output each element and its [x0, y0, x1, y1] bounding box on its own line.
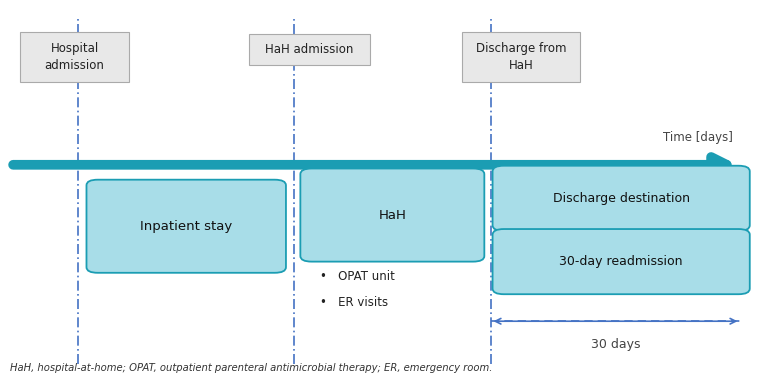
FancyBboxPatch shape	[86, 180, 286, 273]
FancyBboxPatch shape	[248, 34, 370, 65]
Text: HaH admission: HaH admission	[265, 43, 354, 56]
Text: Discharge destination: Discharge destination	[552, 192, 690, 205]
Text: •   OPAT unit: • OPAT unit	[321, 270, 395, 283]
FancyBboxPatch shape	[463, 32, 580, 82]
FancyBboxPatch shape	[492, 166, 750, 231]
Text: •   ER visits: • ER visits	[321, 296, 389, 309]
Text: 30 days: 30 days	[591, 338, 640, 351]
Text: Hospital
admission: Hospital admission	[45, 42, 104, 72]
Text: Time [days]: Time [days]	[663, 131, 733, 144]
FancyBboxPatch shape	[492, 229, 750, 294]
FancyBboxPatch shape	[300, 169, 485, 262]
Text: Discharge from
HaH: Discharge from HaH	[475, 42, 566, 72]
Text: HaH: HaH	[379, 209, 406, 222]
Text: 30-day readmission: 30-day readmission	[559, 255, 683, 268]
FancyBboxPatch shape	[20, 32, 130, 82]
Text: Inpatient stay: Inpatient stay	[140, 220, 232, 233]
Text: HaH, hospital-at-home; OPAT, outpatient parenteral antimicrobial therapy; ER, em: HaH, hospital-at-home; OPAT, outpatient …	[11, 363, 493, 373]
